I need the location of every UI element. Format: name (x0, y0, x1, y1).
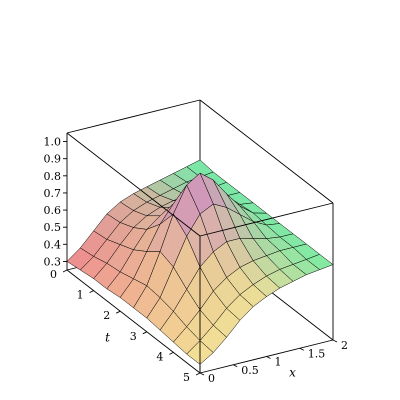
x-axis-label: x (289, 366, 296, 380)
x-tick-label: 2 (341, 339, 348, 352)
t-tick-label: 4 (156, 350, 163, 363)
t-tick-mark (169, 351, 174, 355)
t-tick-mark (62, 269, 68, 273)
box-edge (66, 99, 201, 134)
surface-mesh (66, 159, 334, 365)
t-tick-label: 0 (50, 268, 57, 281)
t-tick-label: 5 (183, 371, 190, 384)
box-edge (66, 132, 201, 237)
x-tick-label: 0.5 (241, 364, 259, 377)
t-tick-mark (89, 290, 94, 294)
z-tick-label: 1.0 (44, 136, 62, 149)
x-tick-label: 1.5 (308, 347, 326, 360)
x-tick-label: 1 (275, 356, 282, 369)
t-tick-mark (195, 372, 201, 376)
z-tick-label: 0.7 (44, 187, 62, 200)
x-tick-mark (233, 364, 238, 368)
x-tick-mark (199, 372, 205, 376)
z-tick-label: 0.4 (44, 238, 62, 251)
x-tick-mark (266, 356, 271, 359)
z-tick-label: 0.8 (44, 170, 62, 183)
t-tick-mark (115, 310, 121, 314)
z-tick-label: 0.6 (44, 204, 62, 217)
t-tick-label: 1 (77, 289, 84, 302)
box-front-edges (66, 132, 334, 374)
t-tick-mark (142, 331, 148, 335)
axes: 0.3 0.4 0.5 0.6 0.7 0.8 0.9 1.0 0 1 2 3 4 5 0 0.5 1 1.5 2 t… (44, 136, 349, 385)
z-tick-label: 0.5 (44, 221, 62, 234)
box-edge (66, 269, 201, 374)
z-tick-label: 0.3 (44, 255, 62, 268)
z-tick-label: 0.9 (44, 153, 62, 166)
box-edge (199, 99, 334, 204)
x-tick-mark (332, 339, 338, 343)
t-axis-label: t (105, 331, 110, 345)
t-tick-label: 3 (130, 330, 137, 343)
box-edge (199, 202, 334, 237)
t-tick-label: 2 (103, 309, 110, 322)
x-tick-mark (299, 347, 304, 351)
x-tick-label: 0 (208, 372, 215, 385)
